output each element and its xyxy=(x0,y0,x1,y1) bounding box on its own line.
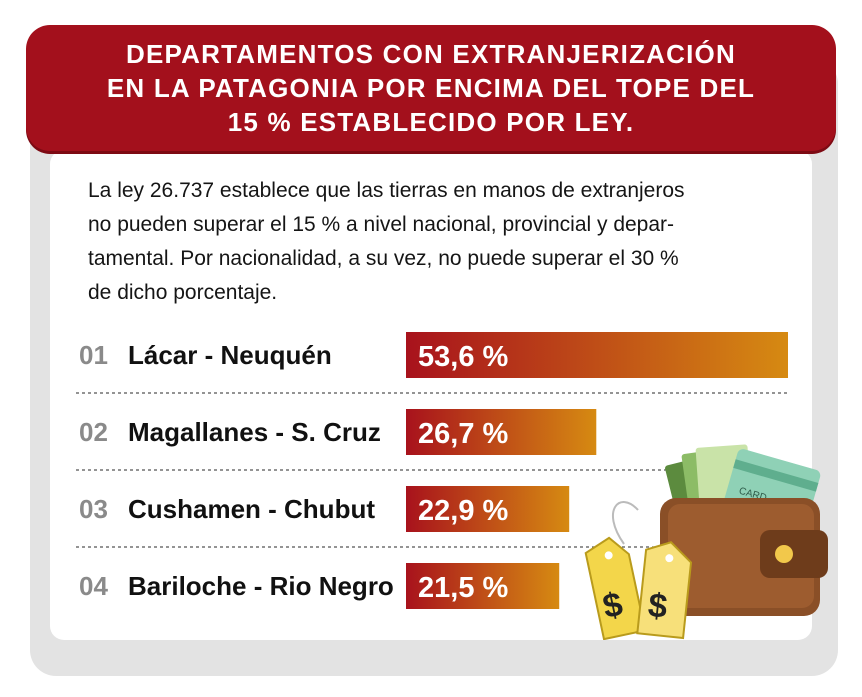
rank-number: 02 xyxy=(79,417,108,447)
value-label: 53,6 % xyxy=(418,341,508,373)
bar xyxy=(406,486,570,532)
intro-line-2: no pueden superar el 15 % a nivel nacion… xyxy=(88,213,675,236)
bar xyxy=(406,563,560,609)
wallet-icon xyxy=(660,498,828,616)
bar-chart: 53,6 % 26,7 % 22,9 % 21,5 % 01 Lácar - Neuqu… xyxy=(76,325,796,625)
price-tag-icon: $ $ xyxy=(584,501,693,640)
title-line-3: 15 % ESTABLECIDO POR LEY. xyxy=(227,107,635,137)
title-line-2: EN LA PATAGONIA POR ENCIMA DEL TOPE DEL xyxy=(106,73,756,103)
rank-number: 01 xyxy=(79,340,108,370)
category-label: Bariloche - Rio Negro xyxy=(128,571,394,601)
title-line-1: DEPARTAMENTOS CON EXTRANJERIZACIÓN xyxy=(126,39,736,69)
intro-text: La ley 26.737 establece que las tierras … xyxy=(88,174,778,310)
category-label: Cushamen - Chubut xyxy=(128,494,375,524)
wallet-illustration: CARD 01 $ $ xyxy=(584,444,828,640)
rank-number: 04 xyxy=(79,571,108,601)
bar xyxy=(406,409,597,455)
category-label: Magallanes - S. Cruz xyxy=(128,417,381,447)
intro-line-3: tamental. Por nacionalidad, a su vez, no… xyxy=(88,247,679,270)
tag-symbol-2: $ xyxy=(646,586,669,626)
category-label: Lácar - Neuquén xyxy=(128,340,332,370)
title-banner: DEPARTAMENTOS CON EXTRANJERIZACIÓN EN LA… xyxy=(26,25,836,151)
intro-line-4: de dicho porcentaje. xyxy=(88,281,278,304)
value-label: 22,9 % xyxy=(418,495,508,527)
bar-chart-svg: 53,6 % 26,7 % 22,9 % 21,5 % xyxy=(76,332,788,609)
bar xyxy=(406,332,788,378)
intro-line-1: La ley 26.737 establece que las tierras … xyxy=(88,179,685,202)
value-label: 26,7 % xyxy=(418,418,508,450)
rank-number: 03 xyxy=(79,494,108,524)
value-label: 21,5 % xyxy=(418,572,508,604)
